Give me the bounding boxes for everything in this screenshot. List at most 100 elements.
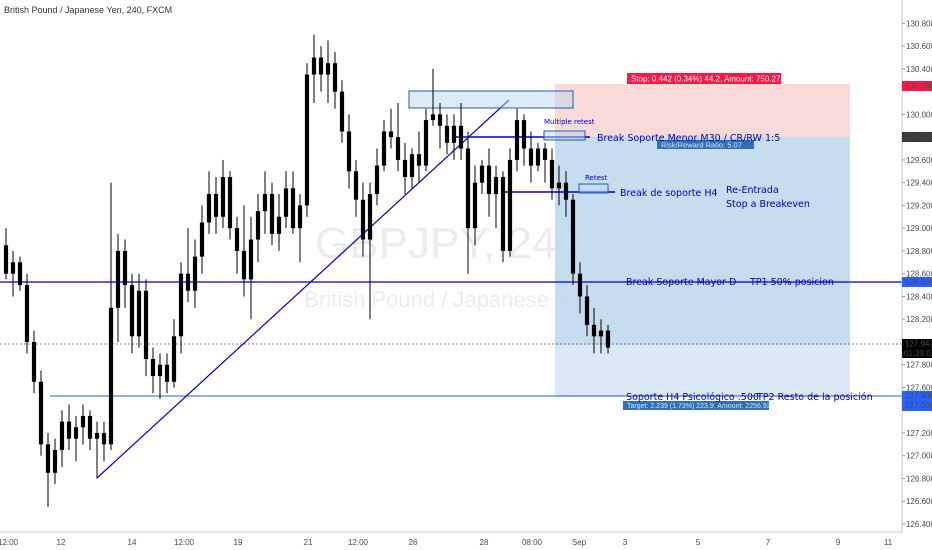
candle-body	[507, 159, 513, 251]
candle-body	[59, 421, 65, 451]
rr-label-bg	[657, 140, 754, 149]
candle-body	[591, 324, 597, 337]
candle-body	[297, 205, 303, 229]
time-tick-label: Sep	[572, 538, 587, 547]
candle-body	[143, 290, 149, 360]
candle-body	[178, 273, 184, 337]
resistance-box[interactable]	[408, 90, 574, 109]
candle-body	[94, 432, 100, 439]
candle-body	[339, 91, 345, 132]
candle-body	[129, 285, 135, 337]
candle-body	[458, 125, 464, 149]
candle-body	[241, 250, 247, 280]
annotation-multiple-retest[interactable]: Multiple retest	[544, 118, 595, 126]
candle-body	[290, 188, 296, 229]
annotation-break-m30[interactable]: Break Soporte Menor M30 / CR/RW 1:5	[597, 133, 780, 144]
retest-box[interactable]	[578, 183, 609, 194]
price-tick-label: 126.800	[906, 474, 932, 483]
price-tag-entry-bg	[902, 132, 932, 142]
price-tick-label: 129.600	[906, 156, 932, 165]
candle-body	[563, 182, 569, 200]
price-tick-label: 126.400	[906, 520, 932, 529]
candle-body	[269, 194, 275, 234]
take-profit-zone-extension[interactable]	[555, 345, 850, 397]
candle-body	[360, 199, 366, 240]
candle-body	[276, 216, 282, 234]
price-tick-label: 127.800	[906, 361, 932, 370]
candle-body	[528, 148, 534, 166]
candle-body	[185, 273, 191, 291]
time-tick-label: 26	[409, 538, 418, 547]
symbol-title[interactable]: British Pound / Japanese Yen, 240, FXCM	[4, 5, 172, 15]
annotation-tp2[interactable]: TP2 Resto de la posición	[756, 392, 873, 403]
countdown-timer: 01:39:01	[904, 349, 932, 358]
time-tick-label: 9	[836, 538, 841, 547]
multiple-retest-box[interactable]	[543, 130, 586, 141]
candle-body	[514, 120, 520, 160]
time-tick-label: 12	[57, 538, 66, 547]
candle-body	[556, 182, 562, 189]
candle-body	[346, 131, 352, 172]
price-tick-label: 129.400	[906, 179, 932, 188]
candle-body	[24, 285, 30, 342]
target-label: Target: 2.239 (1.73%) 223.9, Amount: 225…	[627, 403, 771, 410]
annotation-retest[interactable]: Retest	[585, 174, 608, 182]
candle-body	[521, 120, 527, 149]
stop-loss-zone[interactable]	[555, 84, 850, 137]
price-tick-label: 129.000	[906, 224, 932, 233]
candle-body	[192, 256, 198, 291]
candle-body	[451, 125, 457, 143]
annotation-soporte-h4[interactable]: Soporte H4 Psicológico .500	[626, 392, 759, 403]
candle-body	[395, 137, 401, 160]
take-profit-zone[interactable]	[555, 137, 850, 345]
candle-body	[577, 273, 583, 297]
candle-body	[66, 421, 72, 439]
candle-body	[115, 250, 121, 308]
candle-body	[213, 194, 219, 217]
candle-body	[479, 165, 485, 183]
annotation-break-mayor[interactable]: Break Soporte Mayor D	[626, 277, 736, 288]
candle-body	[437, 114, 443, 126]
price-tick-label: 128.600	[906, 270, 932, 279]
annotation-tp1[interactable]: TP1 50% posicion	[749, 277, 834, 288]
annotation-breakeven[interactable]: Stop a Breakeven	[726, 199, 810, 210]
candle-body	[570, 199, 576, 274]
annotation-break-h4[interactable]: Break de soporte H4	[620, 188, 718, 199]
candle-body	[353, 171, 359, 200]
candle-body	[234, 228, 240, 251]
candle-body	[402, 159, 408, 177]
time-tick-label: 12:00	[0, 538, 19, 547]
ascending-trendline[interactable]	[96, 99, 510, 479]
time-axis[interactable]	[0, 532, 902, 550]
candle-body	[304, 74, 310, 206]
time-tick-label: 08:00	[522, 538, 543, 547]
candle-body	[73, 427, 79, 439]
time-tick-label: 11	[884, 538, 893, 547]
candle-body	[430, 114, 436, 121]
time-tick-label: 12:00	[174, 538, 195, 547]
candle-body	[262, 194, 268, 212]
candle-body	[38, 381, 44, 445]
time-tick-label: 19	[234, 538, 243, 547]
time-tick-label: 21	[304, 538, 313, 547]
time-tick-label: 3	[623, 538, 628, 547]
candle-body	[171, 336, 177, 382]
candle-body	[220, 176, 226, 217]
candle-body	[52, 450, 58, 473]
price-tick-label: 130.800	[906, 19, 932, 28]
rr-label: Risk/Reward Ratio: 5.07	[661, 141, 742, 150]
price-tick-label: 127.600	[906, 383, 932, 392]
price-tick-label: 129.200	[906, 201, 932, 210]
candle-body	[318, 57, 324, 75]
candle-body	[311, 57, 317, 75]
price-tag-target-a: 127.505	[905, 392, 932, 401]
candle-body	[535, 148, 541, 166]
candle-body	[255, 211, 261, 240]
annotation-reentry[interactable]: Re-Entrada	[726, 185, 779, 196]
watermark-ticker: GBPJPY, 240	[315, 219, 581, 268]
candle-body	[283, 188, 289, 217]
price-tick-label: 130.000	[906, 110, 932, 119]
candle-body	[136, 290, 142, 337]
